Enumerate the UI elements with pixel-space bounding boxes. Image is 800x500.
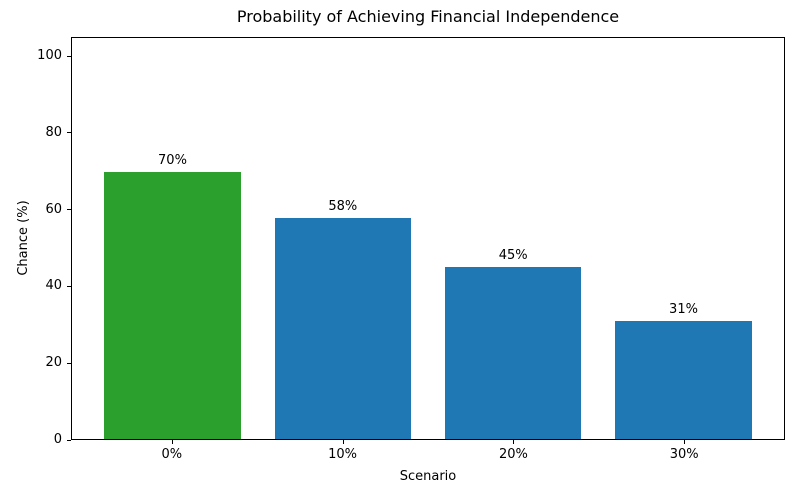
y-tick-label: 80 — [45, 124, 62, 140]
x-tick-label: 20% — [498, 447, 528, 462]
y-tick-mark — [67, 285, 71, 287]
bar-value-label: 31% — [669, 301, 698, 317]
y-tick-label: 40 — [45, 278, 62, 294]
x-tick-label: 10% — [328, 447, 358, 462]
bar-value-label: 45% — [498, 248, 528, 264]
chart-title: Probability of Achieving Financial Indep… — [236, 7, 620, 26]
bar-0% — [104, 171, 241, 439]
y-tick-mark — [67, 362, 71, 364]
y-tick-mark — [67, 132, 71, 134]
y-tick-label: 0 — [53, 432, 62, 447]
y-tick-label: 100 — [37, 48, 62, 64]
y-tick-mark — [67, 439, 71, 441]
x-tick-mark — [513, 440, 515, 444]
bar-value-label: 58% — [328, 198, 358, 214]
x-axis-label: Scenario — [399, 469, 457, 484]
x-tick-label: 30% — [669, 447, 699, 462]
bar-10% — [274, 217, 411, 439]
x-tick-mark — [171, 440, 173, 444]
y-tick-mark — [67, 209, 71, 211]
plot-area: 70% 58% 45% 31% — [71, 37, 785, 440]
bar-30% — [615, 320, 752, 439]
bar-20% — [445, 267, 582, 439]
y-tick-mark — [67, 55, 71, 57]
y-tick-label: 20 — [45, 355, 62, 371]
x-tick-mark — [684, 440, 686, 444]
x-tick-mark — [342, 440, 344, 444]
x-tick-label: 0% — [161, 447, 183, 462]
bar-value-label: 70% — [158, 152, 187, 168]
y-tick-label: 60 — [45, 201, 62, 217]
